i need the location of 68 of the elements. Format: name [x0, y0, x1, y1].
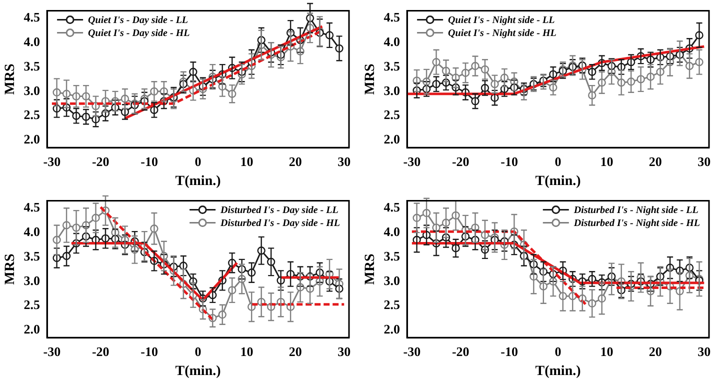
x-tick-label: 10 — [240, 344, 254, 359]
y-axis-title: MRS — [3, 253, 18, 285]
y-tick-label: 3.5 — [384, 58, 401, 74]
x-tick-label: 20 — [288, 154, 302, 169]
x-axis-title: T(min.) — [535, 364, 582, 380]
y-tick-label: 4.5 — [384, 199, 401, 214]
x-tick-label: 20 — [288, 344, 302, 359]
y-tick-label: 3.0 — [384, 272, 400, 288]
x-tick-label: 0 — [554, 344, 562, 359]
x-tick-label: -30 — [403, 154, 421, 169]
x-tick-label: 30 — [338, 154, 351, 169]
x-tick-label: -30 — [43, 344, 61, 359]
x-tick-label: 10 — [600, 344, 614, 359]
x-tick-label: 20 — [648, 154, 662, 169]
x-tick-label: -10 — [140, 344, 158, 359]
y-axis-title: MRS — [363, 63, 378, 95]
y-tick-label: 3.0 — [384, 82, 400, 98]
x-tick-label: 30 — [338, 344, 351, 359]
y-tick-label: 2.5 — [24, 297, 41, 312]
y-tick-label: 2.5 — [24, 107, 41, 122]
x-tick-label: 30 — [698, 154, 711, 169]
y-tick-label: 3.0 — [24, 82, 40, 98]
y-tick-label: 2.0 — [24, 132, 40, 147]
legend-label: Disturbed I's - Day side - LL — [220, 204, 338, 216]
y-tick-label: 3.5 — [24, 248, 41, 264]
y-tick-label: 4.5 — [24, 199, 41, 214]
y-tick-label: 4.5 — [24, 9, 41, 24]
legend-label: Disturbed I's - Night side - HL — [572, 218, 700, 229]
x-tick-label: 0 — [194, 344, 202, 359]
y-tick-label: 3.5 — [24, 58, 41, 74]
y-tick-label: 3.5 — [384, 248, 401, 264]
x-tick-label: -30 — [403, 344, 421, 359]
y-tick-label: 2.0 — [24, 322, 40, 337]
legend-label: Quiet I's - Night side - LL — [448, 14, 555, 26]
y-tick-label: 4.0 — [384, 224, 400, 239]
y-axis-title: MRS — [3, 63, 18, 95]
y-tick-label: 2.0 — [384, 132, 400, 147]
y-tick-label: 4.5 — [384, 9, 401, 24]
x-tick-label: -10 — [140, 154, 158, 169]
y-tick-label: 2.0 — [384, 322, 400, 337]
x-tick-label: -30 — [43, 154, 61, 169]
x-tick-label: 20 — [648, 344, 662, 359]
x-tick-label: 30 — [698, 344, 711, 359]
x-axis-title: T(min.) — [535, 174, 582, 190]
x-tick-label: -20 — [92, 154, 110, 169]
x-axis-title: T(min.) — [175, 364, 222, 380]
legend-label: Quiet I's - Night side - HL — [448, 28, 556, 39]
legend-label: Quiet I's - Day side - LL — [88, 14, 188, 26]
y-tick-label: 4.0 — [24, 34, 40, 49]
x-axis-title: T(min.) — [175, 174, 222, 190]
x-tick-label: 0 — [554, 154, 562, 169]
legend-label: Quiet I's - Day side - HL — [88, 28, 190, 39]
x-tick-label: -20 — [452, 154, 470, 169]
legend-label: Disturbed I's - Night side - LL — [572, 204, 698, 216]
y-axis-title: MRS — [363, 253, 378, 285]
x-tick-label: -10 — [500, 154, 518, 169]
x-tick-label: 10 — [240, 154, 254, 169]
y-tick-label: 2.5 — [384, 297, 401, 312]
x-tick-label: -20 — [452, 344, 470, 359]
y-tick-label: 4.0 — [24, 224, 40, 239]
y-tick-label: 3.0 — [24, 272, 40, 288]
x-tick-label: 0 — [194, 154, 202, 169]
x-tick-label: -20 — [92, 344, 110, 359]
y-tick-label: 2.5 — [384, 107, 401, 122]
x-tick-label: -10 — [500, 344, 518, 359]
y-tick-label: 4.0 — [384, 34, 400, 49]
x-tick-label: 10 — [600, 154, 614, 169]
legend-label: Disturbed I's - Day side - HL — [220, 218, 340, 229]
